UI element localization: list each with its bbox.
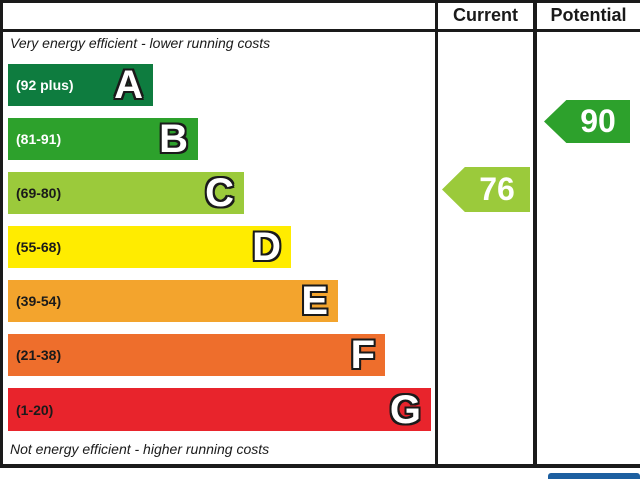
table-border-top: [0, 0, 640, 3]
band-row-a: (92 plus) A: [8, 64, 153, 106]
next-section-partial: [548, 473, 640, 479]
potential-column-divider: [533, 0, 537, 468]
band-letter: F: [350, 333, 375, 377]
band-range-label: (21-38): [16, 347, 62, 363]
current-rating-value: 76: [479, 171, 515, 207]
caption-very-efficient: Very energy efficient - lower running co…: [10, 35, 271, 51]
band-range-label: (81-91): [16, 131, 62, 147]
band-row-f: (21-38) F: [8, 334, 385, 376]
band-range-label: (1-20): [16, 401, 54, 418]
potential-rating-value: 90: [580, 103, 616, 139]
current-column-divider: [435, 0, 438, 468]
current-rating-arrow: 76: [442, 167, 530, 212]
caption-not-efficient: Not energy efficient - higher running co…: [10, 441, 270, 457]
table-border-bottom: [0, 464, 640, 468]
band-letter: G: [389, 387, 421, 432]
band-range-label: (55-68): [16, 239, 62, 255]
band-row-g: (1-20) G: [8, 388, 431, 431]
band-letter: B: [159, 117, 188, 161]
potential-rating-arrow: 90: [544, 100, 630, 143]
band-row-d: (55-68) D: [8, 226, 291, 268]
band-letter: A: [114, 63, 143, 107]
band-letter: D: [252, 225, 281, 269]
current-column-header: Current: [452, 5, 518, 25]
band-letter: C: [205, 171, 234, 215]
band-row-c: (69-80) C: [8, 172, 244, 214]
band-row-e: (39-54) E: [8, 280, 338, 322]
potential-column-header: Potential: [550, 5, 627, 25]
band-range-label: (39-54): [16, 293, 62, 309]
band-range-label: (69-80): [16, 185, 62, 201]
header-divider-line: [0, 29, 640, 32]
table-border-left: [0, 0, 3, 468]
band-letter: E: [301, 279, 328, 323]
band-range-label: (92 plus): [16, 77, 74, 93]
band-row-b: (81-91) B: [8, 118, 198, 160]
